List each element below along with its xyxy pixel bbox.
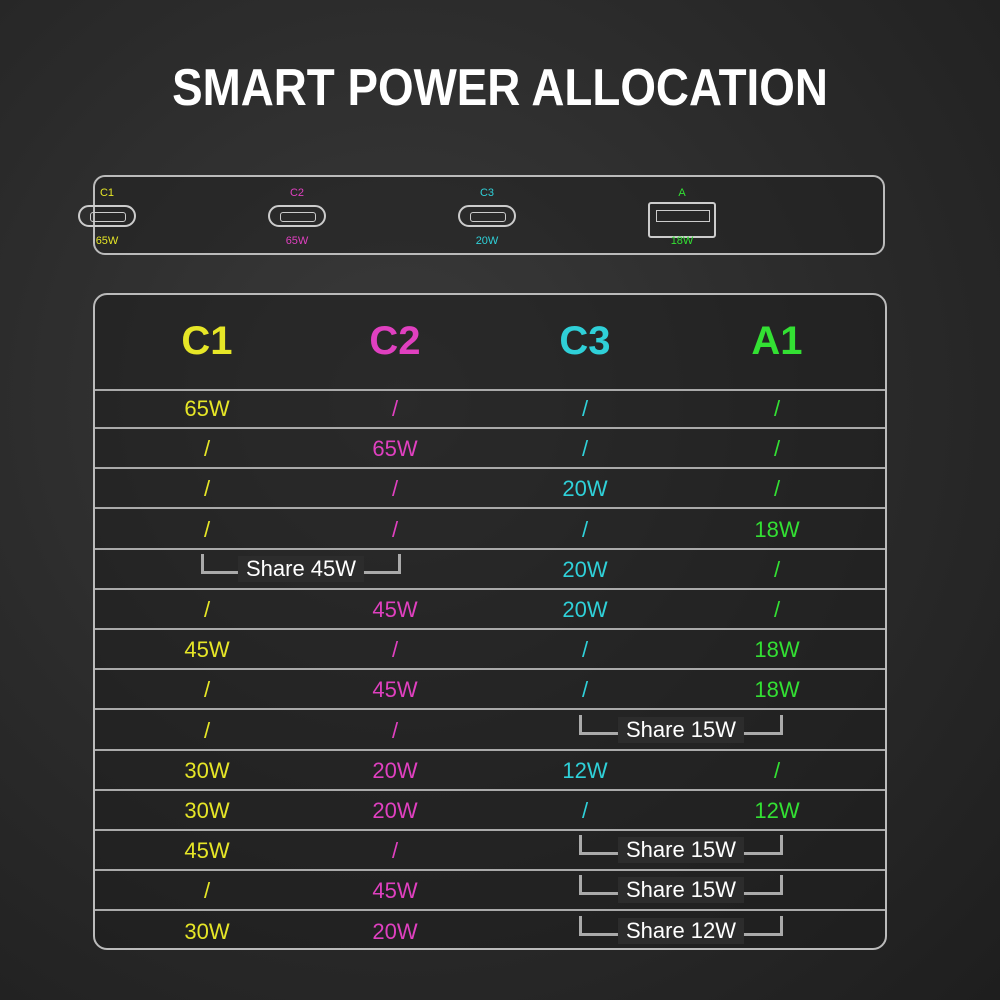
cell-c3: 20W (562, 556, 608, 582)
cell-c3: / (581, 798, 589, 823)
cell-c3: / (581, 637, 589, 663)
usb-c-port-icon (458, 205, 516, 227)
cell-c1: 65W (184, 396, 230, 421)
table-row: / / / 18W (95, 510, 885, 550)
cell-c1: / (203, 476, 211, 502)
cell-a1: 12W (754, 798, 800, 823)
table-row: Share 45W 20W / (95, 550, 885, 590)
cell-c2: 65W (372, 436, 418, 462)
table-row: 45W / Share 15W (95, 831, 885, 872)
cell-c3: 20W (562, 476, 608, 502)
cell-c2: / (391, 396, 399, 421)
cell-c1: / (203, 878, 211, 904)
cell-c2: 45W (372, 878, 418, 904)
shared-power-bracket: Share 45W (201, 553, 401, 582)
table-row: 30W 20W 12W / (95, 751, 885, 791)
shared-power-label: Share 15W (617, 877, 745, 904)
cell-c3: 20W (562, 597, 608, 622)
cell-c1: / (203, 597, 211, 622)
usb-c-port-icon (268, 205, 326, 227)
port-label: C2 (289, 187, 305, 199)
cell-c3: / (581, 677, 589, 703)
cell-c1: 30W (184, 757, 230, 783)
shared-power-label: Share 12W (617, 917, 745, 944)
port-c2: C2 65W (247, 177, 347, 257)
shared-power-bracket: Share 15W (579, 714, 783, 743)
table-row: / 45W / 18W (95, 670, 885, 711)
header-c2: C2 (369, 319, 421, 363)
cell-c2: 20W (372, 798, 418, 823)
cell-c1: 30W (184, 798, 230, 823)
port-label: C1 (99, 187, 115, 199)
cell-a1: / (773, 476, 781, 502)
cell-c1: / (203, 717, 211, 743)
cell-a1: / (773, 597, 781, 622)
usb-a-port-icon (648, 202, 716, 238)
cell-c2: 45W (372, 597, 418, 622)
cell-c3: / (581, 516, 589, 542)
cell-c2: 20W (372, 918, 418, 944)
cell-c1: / (203, 677, 211, 703)
table-header: C1 C2 C3 A1 (95, 295, 885, 391)
power-allocation-table: C1 C2 C3 A1 65W / / / / 65W / / / / 20W / / / / 18W Share 4… (93, 293, 887, 950)
shared-power-label: Share 15W (617, 837, 745, 864)
shared-power-bracket: Share 15W (579, 835, 783, 864)
table-row: 30W 20W Share 12W (95, 912, 885, 948)
table-row: / / Share 15W (95, 711, 885, 751)
cell-c1: / (203, 436, 211, 462)
shared-power-bracket: Share 15W (579, 875, 783, 904)
table-row: / / 20W / (95, 469, 885, 510)
shared-power-bracket: Share 12W (579, 915, 783, 944)
cell-c2: 45W (372, 677, 418, 703)
port-c3: C3 20W (437, 177, 537, 257)
table-row: 30W 20W / 12W (95, 791, 885, 831)
cell-c2: / (391, 516, 399, 542)
shared-power-label: Share 15W (617, 716, 745, 743)
port-label: A (678, 187, 686, 199)
cell-c2: / (391, 637, 399, 663)
port-overview-panel: C1 65W C2 65W C3 20W A 18W (78, 175, 885, 257)
cell-a1: 18W (754, 637, 800, 663)
cell-c1: / (203, 516, 211, 542)
cell-a1: 18W (754, 516, 800, 542)
cell-c2: / (391, 838, 399, 864)
header-c3: C3 (559, 319, 611, 363)
cell-a1: 18W (754, 677, 800, 703)
port-label: C3 (479, 187, 495, 199)
cell-c3: / (581, 436, 589, 462)
table-row: / 45W Share 15W (95, 871, 885, 912)
cell-c2: / (391, 476, 399, 502)
cell-c1: 45W (184, 838, 230, 864)
port-watt: 65W (95, 235, 119, 247)
cell-c2: 20W (372, 757, 418, 783)
header-a1: A1 (751, 319, 803, 363)
cell-c3: 12W (562, 757, 608, 783)
shared-power-label: Share 45W (237, 555, 365, 582)
cell-c1: 30W (184, 918, 230, 944)
cell-a1: / (773, 436, 781, 462)
cell-c2: / (391, 717, 399, 743)
cell-a1: / (773, 757, 781, 783)
usb-c-port-icon (78, 205, 136, 227)
page-title: SMART POWER ALLOCATION (172, 59, 828, 117)
port-watt: 18W (670, 235, 694, 247)
port-c1: C1 65W (57, 177, 157, 257)
table-row: / 45W 20W / (95, 590, 885, 630)
cell-c3: / (581, 396, 589, 421)
table-row: / 65W / / (95, 429, 885, 470)
table-row: 45W / / 18W (95, 630, 885, 671)
header-c1: C1 (181, 319, 233, 363)
port-watt: 20W (475, 235, 499, 247)
port-watt: 65W (285, 235, 309, 247)
port-a: A 18W (632, 177, 732, 257)
cell-a1: / (773, 396, 781, 421)
cell-a1: / (773, 556, 781, 582)
cell-c1: 45W (184, 637, 230, 663)
table-row: 65W / / / (95, 389, 885, 429)
